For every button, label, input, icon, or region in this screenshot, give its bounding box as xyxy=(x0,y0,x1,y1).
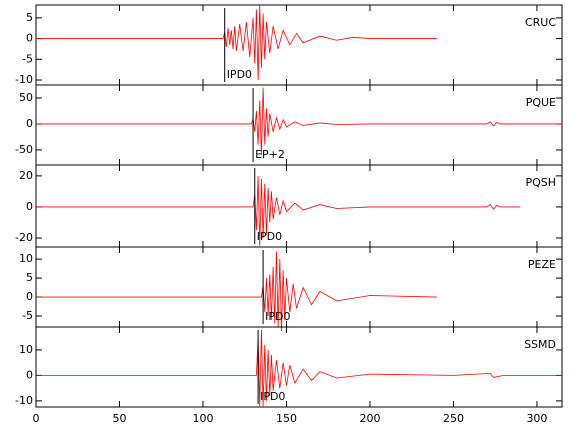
waveform xyxy=(36,251,437,332)
x-tick-label: 50 xyxy=(112,412,126,425)
y-tick-label: -50 xyxy=(15,143,33,156)
panel-frame xyxy=(35,326,563,408)
pick-label: IPD0 xyxy=(260,390,285,403)
y-tick-label: 10 xyxy=(19,343,33,356)
y-tick-label: -10 xyxy=(15,73,33,86)
station-label: CRUC xyxy=(525,16,556,29)
y-tick-label: 50 xyxy=(19,91,33,104)
y-tick-label: -10 xyxy=(15,394,33,407)
y-tick-label: 0 xyxy=(26,200,33,213)
x-tick-label: 250 xyxy=(443,412,464,425)
y-tick-label: 0 xyxy=(26,32,33,45)
panel-frame xyxy=(35,164,563,248)
station-label: PQUE xyxy=(526,96,556,109)
station-label: PQSH xyxy=(525,176,556,189)
station-label: PEZE xyxy=(528,258,556,271)
panel-frame xyxy=(35,246,563,328)
x-tick-label: 300 xyxy=(526,412,547,425)
pick-label: IPD0 xyxy=(265,310,290,323)
pick-label: EP+2 xyxy=(255,148,285,161)
y-tick-label: 10 xyxy=(19,252,33,265)
pick-label: IPD0 xyxy=(227,68,252,81)
y-tick-label: 5 xyxy=(26,11,33,24)
x-tick-label: 0 xyxy=(33,412,40,425)
y-tick-label: -5 xyxy=(22,309,33,322)
panel-frame xyxy=(35,4,563,86)
y-tick-label: 5 xyxy=(26,271,33,284)
x-tick-label: 150 xyxy=(276,412,297,425)
waveform xyxy=(36,175,521,246)
x-tick-label: 200 xyxy=(359,412,380,425)
waveform xyxy=(36,87,562,156)
y-tick-label: -5 xyxy=(22,52,33,65)
waveform xyxy=(36,329,562,406)
station-label: SSMD xyxy=(524,338,556,351)
waveform xyxy=(36,5,437,81)
panel-frame xyxy=(35,84,563,166)
y-tick-label: 0 xyxy=(26,290,33,303)
y-tick-label: -20 xyxy=(15,231,33,244)
pick-label: IPD0 xyxy=(257,230,282,243)
y-tick-label: 0 xyxy=(26,368,33,381)
y-tick-label: 20 xyxy=(19,169,33,182)
y-tick-label: 0 xyxy=(26,117,33,130)
x-tick-label: 100 xyxy=(192,412,213,425)
